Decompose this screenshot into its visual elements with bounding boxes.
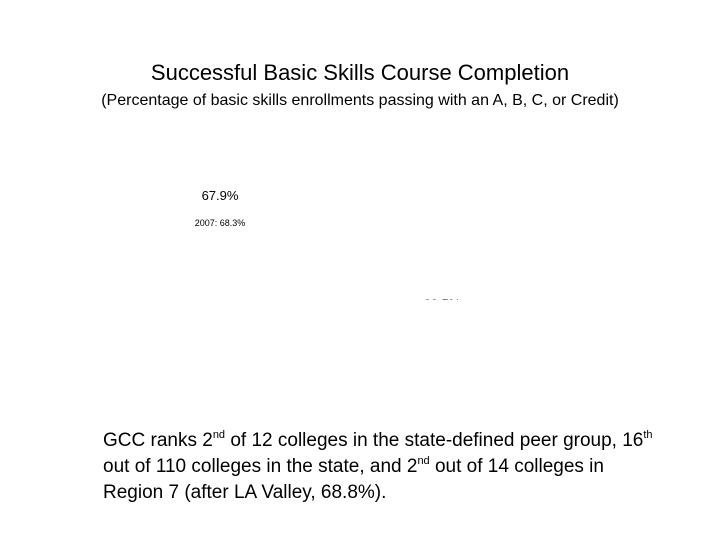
summary-ordinal-1: nd [212, 428, 226, 441]
summary-text: GCC ranks 2nd of 12 colleges in the stat… [103, 428, 663, 506]
bar-value-label: 60.5% [424, 296, 461, 300]
summary-part-1: GCC ranks 2 [103, 430, 213, 451]
chart-subtitle: (Percentage of basic skills enrollments … [101, 92, 619, 109]
prior-year-label: 2007: 68.3% [195, 218, 246, 228]
summary-part-2: of 12 colleges in the state-defined peer… [225, 430, 644, 451]
summary-part-4: out of 14 colleges in Region 7 (after LA… [103, 456, 604, 503]
bar-chart: 67.9%2007: 68.3%57.8%2007: 56.4%60.5%200… [195, 188, 461, 300]
summary-ordinal-2: th [643, 428, 653, 441]
bar-value-label: 67.9% [202, 188, 239, 203]
summary-ordinal-3: nd [417, 454, 430, 467]
summary-part-3: out of 110 colleges in the state, and 2 [103, 456, 418, 477]
chart-title: Successful Basic Skills Course Completio… [150, 60, 570, 85]
